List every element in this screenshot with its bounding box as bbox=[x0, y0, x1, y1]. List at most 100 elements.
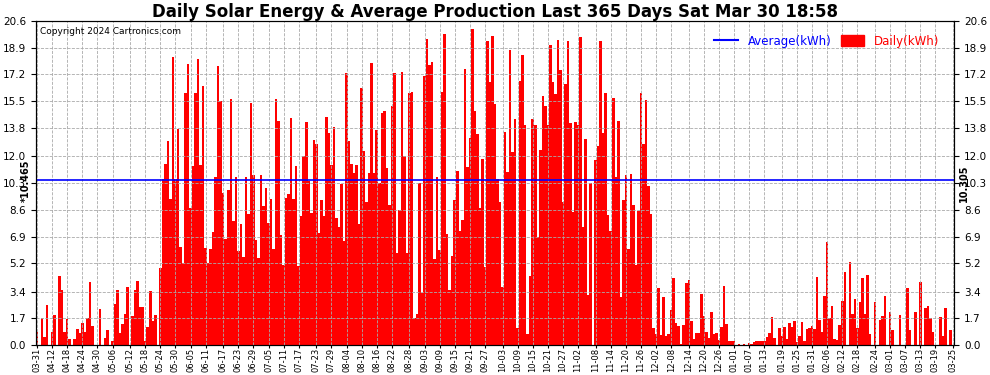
Bar bbox=[899, 315, 902, 345]
Bar bbox=[66, 319, 68, 345]
Bar bbox=[83, 332, 86, 345]
Bar bbox=[866, 275, 868, 345]
Bar bbox=[341, 184, 343, 345]
Bar bbox=[675, 323, 677, 345]
Bar bbox=[544, 106, 546, 345]
Bar bbox=[365, 202, 368, 345]
Bar bbox=[275, 99, 277, 345]
Bar bbox=[305, 122, 308, 345]
Bar bbox=[456, 171, 458, 345]
Bar bbox=[848, 262, 851, 345]
Bar bbox=[225, 239, 227, 345]
Bar bbox=[750, 344, 753, 345]
Bar bbox=[318, 233, 320, 345]
Bar bbox=[292, 199, 295, 345]
Bar bbox=[466, 166, 468, 345]
Bar bbox=[594, 160, 597, 345]
Bar bbox=[363, 151, 365, 345]
Bar bbox=[481, 159, 484, 345]
Bar bbox=[522, 55, 524, 345]
Bar bbox=[182, 263, 184, 345]
Bar bbox=[627, 249, 630, 345]
Bar bbox=[373, 173, 375, 345]
Bar bbox=[647, 186, 649, 345]
Bar bbox=[665, 336, 667, 345]
Bar bbox=[534, 125, 537, 345]
Bar bbox=[633, 204, 635, 345]
Bar bbox=[718, 340, 720, 345]
Bar bbox=[336, 218, 338, 345]
Bar bbox=[197, 59, 199, 345]
Bar bbox=[73, 339, 76, 345]
Bar bbox=[839, 326, 842, 345]
Bar bbox=[245, 177, 248, 345]
Bar bbox=[798, 336, 801, 345]
Bar bbox=[640, 93, 643, 345]
Bar bbox=[715, 333, 718, 345]
Text: *10.465: *10.465 bbox=[21, 159, 31, 202]
Bar bbox=[391, 106, 393, 345]
Bar bbox=[184, 93, 187, 345]
Bar bbox=[884, 296, 886, 345]
Bar bbox=[649, 214, 652, 345]
Bar bbox=[773, 338, 775, 345]
Bar bbox=[630, 174, 633, 345]
Bar bbox=[282, 266, 285, 345]
Bar bbox=[484, 267, 486, 345]
Bar bbox=[617, 121, 620, 345]
Bar bbox=[264, 189, 267, 345]
Bar bbox=[272, 249, 275, 345]
Bar bbox=[861, 278, 863, 345]
Bar bbox=[248, 214, 249, 345]
Bar bbox=[36, 332, 39, 345]
Bar bbox=[747, 343, 750, 345]
Text: Copyright 2024 Cartronics.com: Copyright 2024 Cartronics.com bbox=[41, 27, 181, 36]
Bar bbox=[401, 72, 403, 345]
Bar bbox=[270, 199, 272, 345]
Bar bbox=[368, 173, 370, 345]
Bar bbox=[297, 266, 300, 345]
Bar bbox=[403, 156, 406, 345]
Bar bbox=[577, 124, 579, 345]
Bar bbox=[424, 76, 426, 345]
Bar bbox=[300, 216, 303, 345]
Bar bbox=[685, 284, 687, 345]
Bar bbox=[249, 104, 252, 345]
Bar bbox=[61, 290, 63, 345]
Bar bbox=[473, 111, 476, 345]
Bar bbox=[561, 202, 564, 345]
Bar bbox=[770, 317, 773, 345]
Bar bbox=[44, 337, 46, 345]
Bar bbox=[310, 213, 313, 345]
Bar bbox=[436, 177, 439, 345]
Bar bbox=[338, 227, 341, 345]
Bar bbox=[159, 267, 161, 345]
Bar bbox=[924, 308, 927, 345]
Bar bbox=[237, 252, 240, 345]
Bar bbox=[230, 99, 232, 345]
Bar bbox=[50, 332, 53, 345]
Bar bbox=[53, 315, 55, 345]
Bar bbox=[512, 152, 514, 345]
Bar bbox=[941, 336, 944, 345]
Bar bbox=[164, 164, 166, 345]
Bar bbox=[350, 164, 352, 345]
Bar bbox=[287, 194, 290, 345]
Bar bbox=[572, 211, 574, 345]
Bar bbox=[396, 253, 398, 345]
Bar bbox=[285, 198, 287, 345]
Bar bbox=[808, 328, 811, 345]
Bar bbox=[783, 327, 786, 345]
Bar bbox=[408, 93, 411, 345]
Text: 10.305: 10.305 bbox=[959, 164, 969, 202]
Bar bbox=[781, 336, 783, 345]
Bar bbox=[426, 39, 429, 345]
Bar bbox=[88, 282, 91, 345]
Bar bbox=[451, 256, 453, 345]
Bar bbox=[566, 40, 569, 345]
Bar bbox=[768, 333, 770, 345]
Bar bbox=[927, 306, 929, 345]
Bar bbox=[217, 66, 220, 345]
Bar bbox=[574, 122, 577, 345]
Bar bbox=[843, 272, 846, 345]
